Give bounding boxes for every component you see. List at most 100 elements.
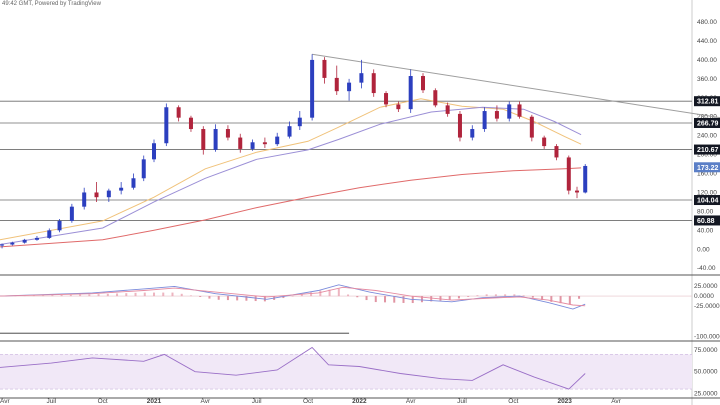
macd-histogram-bar [69,294,72,297]
macd-histogram-bar [32,295,35,297]
macd-histogram-bar [171,292,174,297]
candle-body [106,190,111,198]
macd-histogram-bar [97,294,100,297]
rsi-tick-label: 25.0000 [694,390,718,397]
macd-tick-label: -25.0000 [694,303,720,310]
price-label-text: 173.22 [697,165,719,172]
candle-body [566,157,571,191]
time-tick-label: Juil [457,398,467,405]
candle-body [201,129,206,150]
macd-histogram-bar [162,292,165,297]
macd-histogram-bar [513,294,516,297]
candle-body [310,59,315,118]
candle-body [529,116,534,138]
macd-histogram-bar [300,294,303,297]
macd-histogram-bar [79,294,82,297]
macd-histogram-bar [88,294,91,297]
candle-body [322,59,327,78]
macd-histogram-bar [180,293,183,297]
rsi-band [0,354,692,390]
macd-histogram-bar [319,290,322,297]
candle-body [359,73,364,83]
price-label-box [694,162,720,173]
price-tick-label: -40.00 [697,265,716,272]
price-tick-label: 240.00 [697,133,717,140]
price-tick-label: 40.00 [697,227,714,234]
macd-histogram-bar [153,292,156,297]
macd-histogram-bar [522,295,525,297]
candle-body [433,90,438,106]
macd-histogram-bar [125,293,128,297]
candle-body [47,230,52,238]
time-tick-label: Oct [303,398,313,405]
macd-histogram-bar [356,296,359,298]
candle-body [131,178,136,188]
candle-body [94,192,99,198]
price-label-box [694,195,720,206]
candle-body [119,187,124,191]
candle-body [470,129,475,138]
candle-body [275,136,280,145]
time-tick-label: Avr [611,398,621,405]
macd-histogram-bar [448,296,451,300]
candle-body [396,104,401,110]
price-tick-label: 160.00 [697,171,717,178]
price-tick-label: 400.00 [697,57,717,64]
price-label-box [694,117,720,128]
price-tick-label: 120.00 [697,189,717,196]
macd-histogram-bar [439,296,442,301]
moving-average-line [0,98,582,241]
macd-histogram-bar [254,296,257,302]
price-label-text: 210.67 [697,147,719,154]
candle-body [0,244,5,246]
macd-histogram-bar [374,296,377,303]
macd-histogram-bar [116,293,119,297]
price-label-box [694,144,720,155]
price-label-text: 60.88 [697,218,715,225]
macd-histogram-bar [236,296,239,301]
macd-histogram-bar [541,296,544,300]
time-tick-label: Oct [98,398,108,405]
macd-tick-label: 0.0000 [694,293,714,300]
price-tick-label: 360.00 [697,76,717,83]
candle-body [575,190,580,193]
price-tick-label: 280.00 [697,114,717,121]
time-tick-label: Juil [252,398,262,405]
price-label-text: 312.81 [697,99,719,106]
candle-body [82,192,87,207]
time-tick-label: Avr [406,398,416,405]
macd-histogram-bar [291,296,294,297]
macd-histogram-bar [568,296,571,305]
candle-body [188,117,193,130]
rsi-tick-label: 75.0000 [694,347,718,354]
candle-body [57,220,62,231]
candle-body [297,117,302,127]
candle-body [334,77,339,92]
macd-histogram-bar [430,296,433,302]
price-label-box [694,215,720,226]
time-tick-label: 2022 [352,398,367,405]
macd-histogram-bar [189,295,192,297]
candle-body [262,142,267,145]
macd-histogram-bar [282,296,285,299]
candle-body [347,82,352,92]
macd-histogram-bar [467,296,470,297]
price-label-text: 266.79 [697,120,719,127]
price-label-box [694,96,720,107]
header-text: 49:42 GMT, Powered by TradingView [2,1,101,7]
macd-tick-label: 25.0000 [694,283,718,290]
price-tick-label: 480.00 [697,19,717,26]
candle-body [250,142,255,149]
macd-histogram-bar [143,292,146,297]
time-tick-label: Avr [201,398,211,405]
candle-body [225,129,230,138]
candle-body [408,76,413,110]
macd-histogram-bar [60,294,63,297]
macd-histogram-bar [550,296,553,302]
price-tick-label: 0.00 [697,246,710,253]
candle-body [507,104,512,119]
macd-line [0,286,586,307]
rsi-tick-label: 50.0000 [694,369,718,376]
candle-body [213,129,218,150]
